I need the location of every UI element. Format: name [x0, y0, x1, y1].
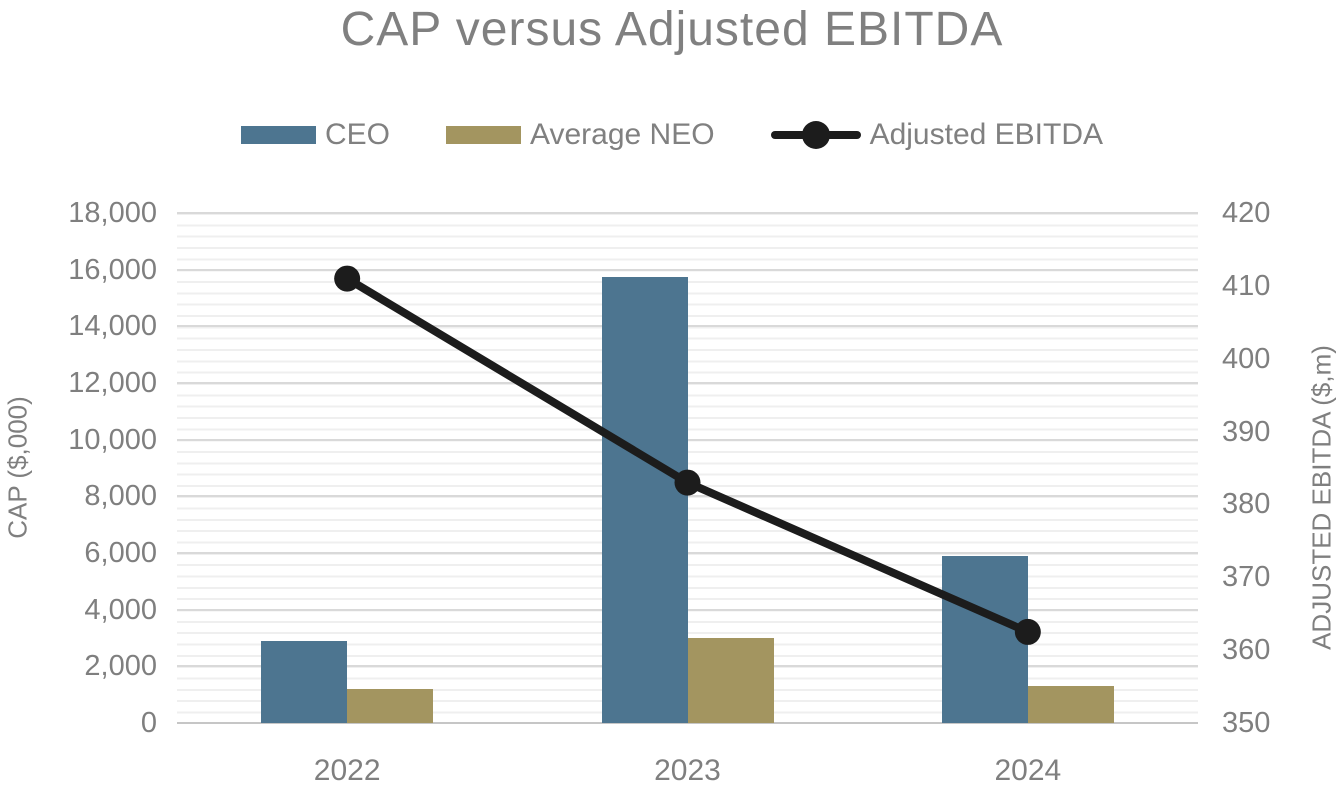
legend-label-average-neo: Average NEO [530, 118, 715, 151]
bar-average-neo-2022 [347, 689, 434, 723]
chart-title: CAP versus Adjusted EBITDA [340, 3, 1004, 56]
adjusted-ebitda-marker-2022 [334, 265, 361, 292]
right-axis-tick-label: 350 [1222, 707, 1271, 739]
left-axis-tick-label: 8,000 [84, 480, 157, 513]
right-axis-tick-label: 420 [1222, 197, 1271, 229]
x-axis-label-2022: 2022 [313, 754, 381, 787]
right-axis-tick-label: 360 [1222, 634, 1271, 667]
legend: CEO Average NEO Adjusted EBITDA [0, 118, 1344, 152]
adjusted-ebitda-line [334, 265, 1041, 645]
adjusted-ebitda-marker-2024 [1014, 618, 1041, 645]
gridline-14000 [177, 325, 1198, 328]
right-axis-title: ADJUSTED EBITDA ($,m) [1306, 345, 1337, 650]
left-axis-tick-label: 16,000 [68, 253, 157, 286]
x-axis-label-2024: 2024 [994, 754, 1062, 787]
bar-average-neo-2023 [687, 638, 774, 723]
left-axis-tick-label: 18,000 [68, 197, 157, 229]
legend-label-ceo: CEO [325, 118, 391, 151]
left-axis-title: CAP ($,000) [2, 396, 33, 539]
gridline-16000 [177, 268, 1198, 271]
left-axis-tick-label: 4,000 [84, 593, 157, 626]
left-axis-tick-label: 10,000 [68, 423, 157, 456]
gridline-6000 [177, 552, 1198, 554]
right-axis-tick-label: 370 [1222, 561, 1271, 594]
left-axis-tick-label: 2,000 [84, 650, 157, 683]
adjusted-ebitda-line-marker-icon [770, 121, 861, 149]
legend-item-adjusted-ebitda: Adjusted EBITDA [770, 118, 1103, 152]
bar-ceo-2023 [601, 276, 688, 723]
average-neo-swatch-icon [446, 126, 522, 144]
x-axis-label-2023: 2023 [654, 754, 721, 787]
plot-area [177, 212, 1198, 724]
left-axis-tick-label: 6,000 [84, 537, 157, 569]
gridline-0 [177, 722, 1198, 724]
legend-label-adjusted-ebitda: Adjusted EBITDA [869, 118, 1103, 151]
adjusted-ebitda-marker-2023 [674, 469, 701, 496]
bar-average-neo-2024 [1027, 686, 1114, 723]
adjusted-ebitda-line-path [343, 274, 1032, 636]
right-axis-tick-label: 380 [1222, 488, 1271, 521]
gridline-10000 [177, 438, 1198, 441]
left-axis-tick-label: 0 [140, 707, 157, 739]
right-axis-tick-label: 400 [1222, 342, 1271, 375]
gridline-12000 [177, 382, 1198, 384]
gridline-4000 [177, 608, 1198, 611]
ceo-swatch-icon [241, 126, 316, 144]
right-axis-tick-label: 390 [1222, 415, 1271, 448]
legend-item-ceo: CEO [241, 118, 390, 152]
bar-ceo-2024 [941, 555, 1028, 723]
bar-ceo-2022 [261, 640, 348, 723]
left-axis-tick-label: 14,000 [68, 310, 157, 343]
legend-item-average-neo: Average NEO [446, 118, 715, 152]
left-axis-tick-label: 12,000 [68, 367, 157, 399]
right-axis-tick-label: 410 [1222, 269, 1271, 302]
gridline-8000 [177, 495, 1198, 498]
gridline-18000 [177, 212, 1198, 214]
